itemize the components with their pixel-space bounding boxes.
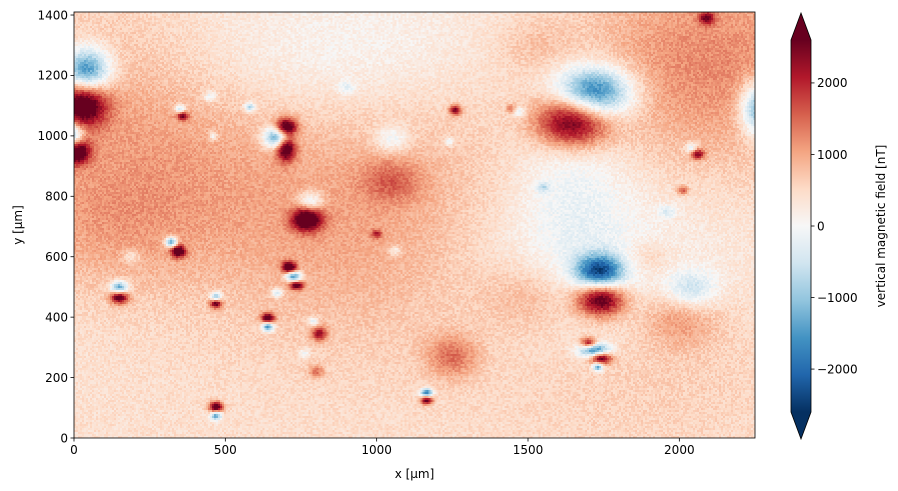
colorbar-label: vertical magnetic field [nT] bbox=[874, 145, 888, 308]
y-tick-label: 1200 bbox=[37, 69, 68, 83]
colorbar-tick-label: −1000 bbox=[817, 291, 858, 305]
x-tick-label: 2000 bbox=[664, 443, 695, 457]
colorbar-extend-min bbox=[791, 412, 811, 439]
colorbar-tick-label: 0 bbox=[817, 219, 825, 233]
y-tick-label: 1000 bbox=[37, 129, 68, 143]
x-tick-label: 500 bbox=[214, 443, 237, 457]
y-axis-label: y [µm] bbox=[11, 205, 25, 245]
x-tick-label: 1000 bbox=[361, 443, 392, 457]
colorbar-extend-max bbox=[791, 13, 811, 40]
plot-frame bbox=[73, 11, 756, 439]
colorbar-tick-label: 2000 bbox=[817, 76, 848, 90]
colorbar-body bbox=[791, 40, 811, 412]
plot-area bbox=[73, 11, 756, 439]
colorbar-ticks: −2000 −1000 0 1000 2000 bbox=[811, 76, 858, 376]
colorbar: −2000 −1000 0 1000 2000 vertical magnetic fi… bbox=[790, 11, 888, 441]
y-tick-label: 1400 bbox=[37, 8, 68, 22]
x-axis: 0 500 1000 1500 2000 bbox=[70, 438, 695, 457]
heatmap-image bbox=[74, 12, 755, 438]
y-axis: 0 200 400 600 800 1000 1200 1400 bbox=[37, 8, 74, 445]
y-tick-label: 0 bbox=[60, 431, 68, 445]
y-tick-label: 400 bbox=[45, 310, 68, 324]
x-tick-label: 1500 bbox=[513, 443, 544, 457]
colorbar-tick-label: 1000 bbox=[817, 148, 848, 162]
colorbar-frame bbox=[790, 11, 812, 441]
y-tick-label: 800 bbox=[45, 190, 68, 204]
y-tick-label: 600 bbox=[45, 250, 68, 264]
colorbar-tick-label: −2000 bbox=[817, 362, 858, 376]
y-tick-label: 200 bbox=[45, 371, 68, 385]
x-axis-label: x [µm] bbox=[395, 467, 435, 481]
x-tick-label: 0 bbox=[70, 443, 78, 457]
